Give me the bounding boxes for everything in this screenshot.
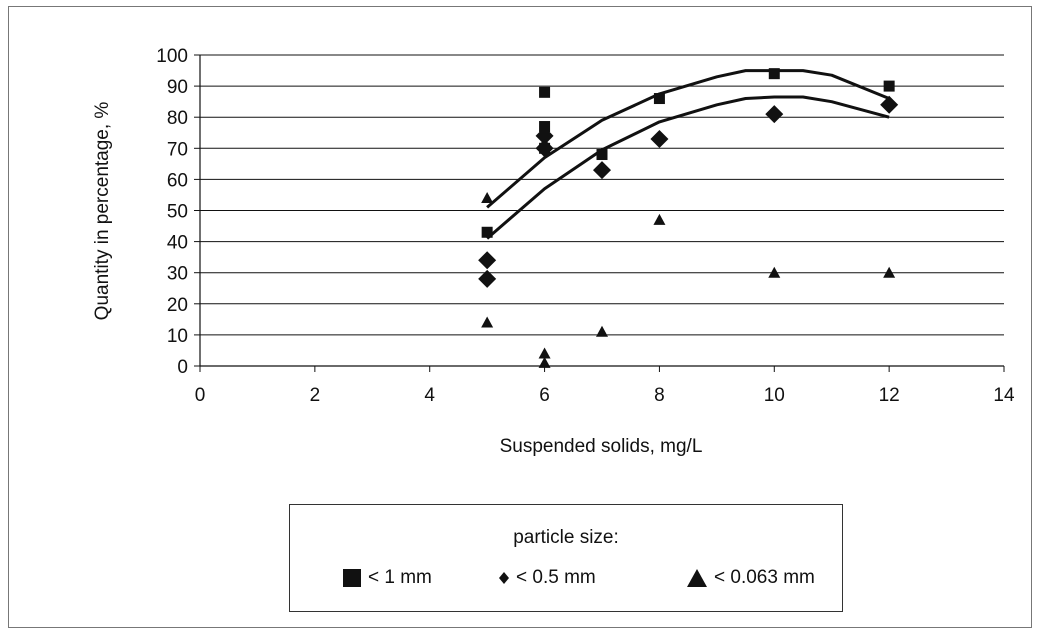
data-point-diamond [593,161,611,180]
y-tick-label: 70 [167,139,188,160]
data-point-diamond [535,126,554,145]
data-point-triangle [481,316,494,328]
data-point-square [768,68,780,80]
chart-frame [8,6,1032,628]
data-point-triangle [596,325,608,337]
data-points [478,68,899,368]
y-tick-label: 80 [167,108,188,129]
legend-label-0063mm: < 0.063 mm [714,567,815,588]
x-axis-label: Suspended solids, mg/L [500,436,703,457]
x-tick-label: 14 [993,385,1015,406]
square-marker-icon [343,569,361,587]
legend-label-1mm: < 1 mm [368,567,432,588]
data-point-diamond [765,105,784,124]
y-tick-label: 40 [167,233,188,254]
diamond-marker-icon [499,572,509,584]
y-tick-label: 0 [177,357,188,378]
data-point-triangle [538,356,551,368]
data-point-triangle [768,266,781,278]
data-point-triangle [481,192,494,204]
tick-labels: 0 10 20 30 40 50 60 70 80 90 100 0 2 4 6 8 10 12 14 [156,46,1015,406]
y-tick-label: 20 [167,295,188,316]
y-tick-label: 100 [156,46,188,67]
trendline-series-1 [486,95,890,240]
triangle-marker-icon [687,569,707,587]
data-point-square [539,121,551,133]
x-tick-label: 4 [424,385,435,406]
legend-label-05mm: < 0.5 mm [516,567,596,588]
data-point-triangle [538,347,551,359]
data-point-triangle [883,266,896,278]
legend-entry-1mm: < 1 mm [342,567,432,589]
data-point-triangle [653,213,666,225]
x-tick-label: 12 [879,385,900,406]
data-point-diamond [478,269,497,288]
trendlines [486,69,890,240]
data-point-diamond [535,139,554,158]
data-point-square [596,149,608,161]
data-point-square [883,80,895,92]
data-point-square [653,93,665,105]
y-tick-label: 60 [167,170,188,191]
legend-entry-05mm: < 0.5 mm [498,567,596,589]
legend: particle size: < 1 mm < 0.5 mm < 0.063 m… [289,504,843,612]
data-point-square [539,86,551,98]
y-axis-label: Quantity in percentage, % [92,102,113,321]
x-tick-label: 8 [654,385,665,406]
y-tick-label: 10 [167,326,188,347]
trendline-series-0 [486,69,890,209]
x-tick-label: 2 [310,385,321,406]
x-tick-label: 0 [195,385,206,406]
y-tick-label: 90 [167,77,188,98]
y-tick-label: 30 [167,264,188,285]
data-point-square [481,226,493,238]
legend-title: particle size: [513,527,619,548]
y-tick-label: 50 [167,202,188,223]
legend-entry-0063mm: < 0.063 mm [686,567,815,589]
gridlines [200,54,1004,336]
data-point-diamond [650,129,669,148]
x-tick-label: 10 [764,385,785,406]
x-tick-label: 6 [539,385,550,406]
data-point-diamond [478,251,497,270]
axes [194,54,1005,372]
data-point-diamond [880,95,899,114]
